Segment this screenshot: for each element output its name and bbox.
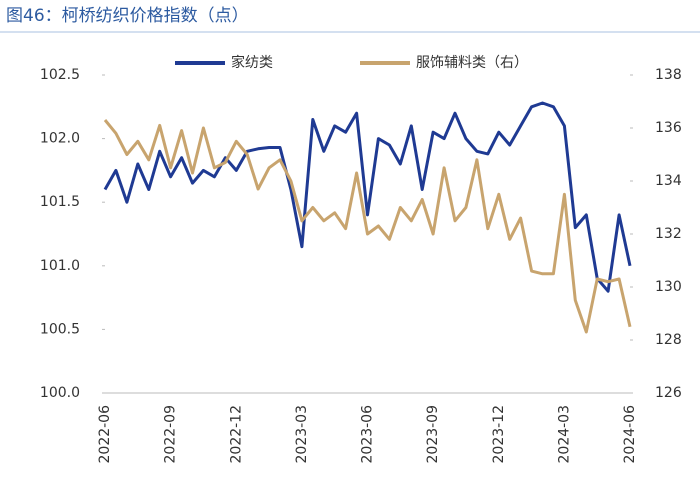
- y2-tick-label: 130: [655, 279, 682, 295]
- y2-tick-label: 136: [655, 120, 682, 136]
- x-tick-label: 2024-03: [556, 405, 572, 464]
- y2-tick-label: 126: [655, 385, 682, 401]
- y-tick-label: 101.5: [40, 194, 80, 210]
- x-tick-label: 2024-06: [622, 405, 638, 464]
- y2-tick-label: 134: [655, 173, 682, 189]
- x-tick-label: 2023-06: [360, 405, 376, 464]
- y-tick-label: 100.0: [40, 385, 80, 401]
- y-tick-label: 102.0: [40, 131, 80, 147]
- y-tick-label: 100.5: [40, 321, 80, 337]
- y-tick-label: 102.5: [40, 67, 80, 83]
- y2-tick-label: 128: [655, 332, 682, 348]
- legend-label: 服饰辅料类（右）: [416, 55, 528, 71]
- x-tick-label: 2022-12: [228, 405, 244, 464]
- series-line: [103, 101, 632, 293]
- x-tick-label: 2022-06: [97, 405, 113, 464]
- x-tick-label: 2022-09: [163, 405, 179, 464]
- legend-label: 家纺类: [231, 54, 273, 71]
- y2-tick-label: 138: [655, 67, 682, 83]
- x-tick-label: 2023-09: [425, 405, 441, 464]
- x-tick-label: 2023-03: [294, 405, 310, 464]
- y-tick-label: 101.0: [40, 258, 80, 274]
- x-tick-label: 2023-12: [491, 405, 507, 464]
- chart-title: 图46：柯桥纺织价格指数（点）: [6, 6, 249, 26]
- series-line: [103, 119, 632, 334]
- y2-tick-label: 132: [655, 226, 682, 242]
